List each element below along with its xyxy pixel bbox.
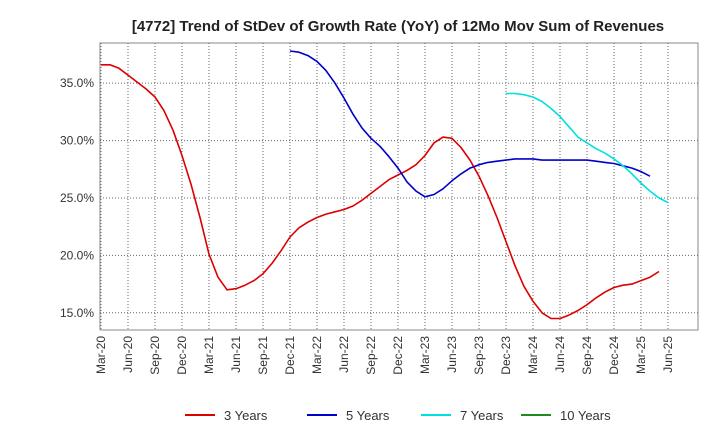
x-tick-label: Mar-23	[418, 336, 432, 374]
x-tick-label: Sep-22	[364, 336, 378, 375]
x-tick-label: Mar-20	[94, 336, 108, 374]
x-tick-label: Jun-25	[661, 336, 675, 373]
y-axis-tick-labels: 15.0% 20.0% 25.0% 30.0% 35.0%	[60, 76, 94, 320]
x-tick-label: Dec-22	[391, 336, 405, 375]
x-tick-label: Sep-20	[148, 336, 162, 375]
y-tick-label: 30.0%	[60, 134, 94, 148]
x-tick-label: Jun-20	[121, 336, 135, 373]
series-line-5-years	[289, 50, 651, 198]
legend: 3 Years 5 Years 7 Years 10 Years	[185, 408, 611, 423]
legend-label-5-years: 5 Years	[346, 408, 390, 423]
series-line-3-years	[101, 64, 660, 320]
legend-label-3-years: 3 Years	[224, 408, 268, 423]
x-tick-label: Jun-21	[229, 336, 243, 373]
x-tick-label: Mar-22	[310, 336, 324, 374]
x-tick-label: Dec-24	[607, 336, 621, 375]
x-tick-label: Jun-22	[337, 336, 351, 373]
x-tick-label: Jun-24	[553, 336, 567, 373]
plot-area	[99, 42, 699, 331]
legend-label-10-years: 10 Years	[560, 408, 611, 423]
y-tick-label: 15.0%	[60, 306, 94, 320]
y-gridlines	[100, 82, 698, 314]
x-tick-label: Dec-21	[283, 336, 297, 375]
x-axis-tick-labels: Mar-20 Jun-20 Sep-20 Dec-20 Mar-21 Jun-21 Sep-…	[94, 336, 675, 375]
chart-title: [4772] Trend of StDev of Growth Rate (Yo…	[132, 18, 664, 35]
legend-label-7-years: 7 Years	[460, 408, 504, 423]
x-tick-label: Jun-23	[445, 336, 459, 373]
x-tick-label: Mar-25	[634, 336, 648, 374]
x-tick-label: Mar-24	[526, 336, 540, 374]
x-tick-label: Sep-21	[256, 336, 270, 375]
x-tick-label: Sep-24	[580, 336, 594, 375]
series-lines	[101, 50, 669, 320]
x-tick-label: Dec-23	[499, 336, 513, 375]
x-tick-label: Sep-23	[472, 336, 486, 375]
series-line-7-years	[506, 92, 669, 204]
x-tick-label: Mar-21	[202, 336, 216, 374]
y-tick-label: 20.0%	[60, 248, 94, 262]
y-tick-label: 25.0%	[60, 191, 94, 205]
y-tick-label: 35.0%	[60, 76, 94, 90]
x-tick-label: Dec-20	[175, 336, 189, 375]
